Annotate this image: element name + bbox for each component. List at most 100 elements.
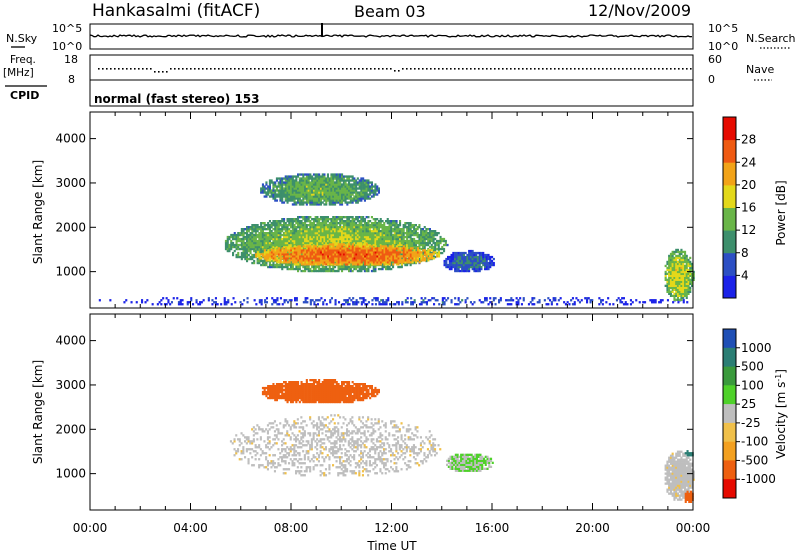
echo-cell	[369, 257, 372, 260]
echo-cell	[351, 185, 354, 188]
echo-cell	[339, 247, 342, 250]
echo-cell	[328, 177, 331, 180]
echo-cell	[374, 243, 377, 247]
echo-cell	[367, 224, 370, 227]
echo-cell	[284, 228, 287, 231]
echo-cell	[240, 255, 243, 259]
echo-cell	[330, 187, 333, 190]
echo-cell	[307, 239, 310, 243]
echo-cell	[283, 195, 286, 198]
echo-cell	[622, 303, 625, 306]
echo-cell	[358, 181, 361, 184]
echo-cell	[352, 301, 355, 304]
echo-cell	[454, 267, 457, 271]
echo-cell	[385, 259, 388, 262]
echo-cell	[353, 195, 356, 198]
freq-dot	[646, 68, 648, 70]
echo-cell	[258, 255, 261, 258]
echo-cell	[325, 189, 328, 192]
echo-cell	[339, 241, 342, 245]
echo-cell	[290, 235, 293, 239]
echo-cell	[377, 243, 380, 247]
echo-cell	[428, 241, 431, 245]
echo-cell	[367, 183, 370, 186]
echo-cell	[357, 247, 360, 250]
echo-cell	[300, 187, 303, 190]
echo-cell	[293, 255, 296, 258]
echo-cell	[374, 185, 377, 188]
echo-cell	[237, 239, 240, 243]
echo-cell	[485, 263, 488, 267]
echo-cell	[313, 303, 316, 306]
echo-cell	[179, 299, 182, 302]
echo-cell	[355, 218, 358, 221]
echo-cell	[402, 259, 405, 262]
echo-cell	[247, 243, 250, 247]
echo-cell	[334, 253, 337, 256]
echo-cell	[353, 257, 356, 260]
echo-cell	[325, 243, 328, 247]
echo-cell	[605, 301, 608, 304]
echo-cell	[339, 216, 342, 219]
echo-cell	[430, 230, 433, 233]
echo-cell	[374, 235, 377, 239]
echo-cell	[291, 228, 294, 231]
echo-cell	[290, 241, 293, 245]
echo-cell	[253, 228, 256, 231]
echo-cell	[335, 181, 338, 184]
echo-cell	[190, 297, 193, 300]
echo-cell	[385, 267, 388, 271]
echo-cell	[411, 249, 414, 253]
echo-cell	[402, 261, 405, 264]
echo-cell	[330, 267, 333, 271]
echo-cell	[321, 222, 324, 225]
echo-cell	[249, 255, 252, 259]
echo-cell	[407, 232, 410, 235]
echo-cell	[279, 228, 282, 231]
echo-cell	[454, 265, 457, 269]
echo-cell	[489, 257, 492, 261]
echo-cell	[269, 259, 272, 262]
echo-cell	[325, 261, 328, 264]
echo-cell	[344, 193, 347, 196]
echo-cell	[377, 222, 380, 225]
echo-cell	[406, 249, 409, 252]
echo-cell	[429, 299, 432, 302]
echo-cell	[362, 216, 365, 219]
echo-cell	[304, 241, 307, 245]
echo-cell	[292, 261, 295, 264]
echo-cell	[668, 264, 671, 268]
echo-cell	[323, 177, 326, 180]
echo-cell	[369, 220, 372, 223]
echo-cell	[339, 193, 342, 196]
echo-cell	[469, 253, 472, 257]
echo-cell	[407, 241, 410, 245]
echo-cell	[319, 199, 322, 202]
echo-cell	[267, 228, 270, 231]
echo-cell	[369, 241, 372, 245]
echo-cell	[448, 265, 451, 269]
echo-cell	[423, 247, 426, 251]
echo-cell	[258, 247, 261, 251]
echo-cell	[327, 245, 330, 248]
echo-cell	[360, 253, 363, 256]
echo-cell	[312, 224, 315, 227]
echo-cell	[261, 245, 264, 249]
echo-cell	[342, 232, 345, 235]
echo-cell	[251, 245, 254, 249]
echo-cell	[312, 228, 315, 231]
echo-cell	[283, 255, 286, 258]
echo-cell	[457, 267, 460, 271]
echo-cell	[353, 199, 356, 202]
echo-cell	[381, 247, 384, 251]
echo-cell	[374, 230, 377, 233]
echo-cell	[422, 249, 425, 252]
echo-cell	[232, 241, 235, 245]
echo-cell	[349, 179, 352, 182]
echo-cell	[409, 239, 412, 243]
echo-cell	[339, 173, 342, 176]
echo-cell	[286, 243, 289, 247]
echo-cell	[272, 197, 275, 200]
freq-dot	[494, 68, 496, 70]
echo-cell	[328, 195, 331, 198]
